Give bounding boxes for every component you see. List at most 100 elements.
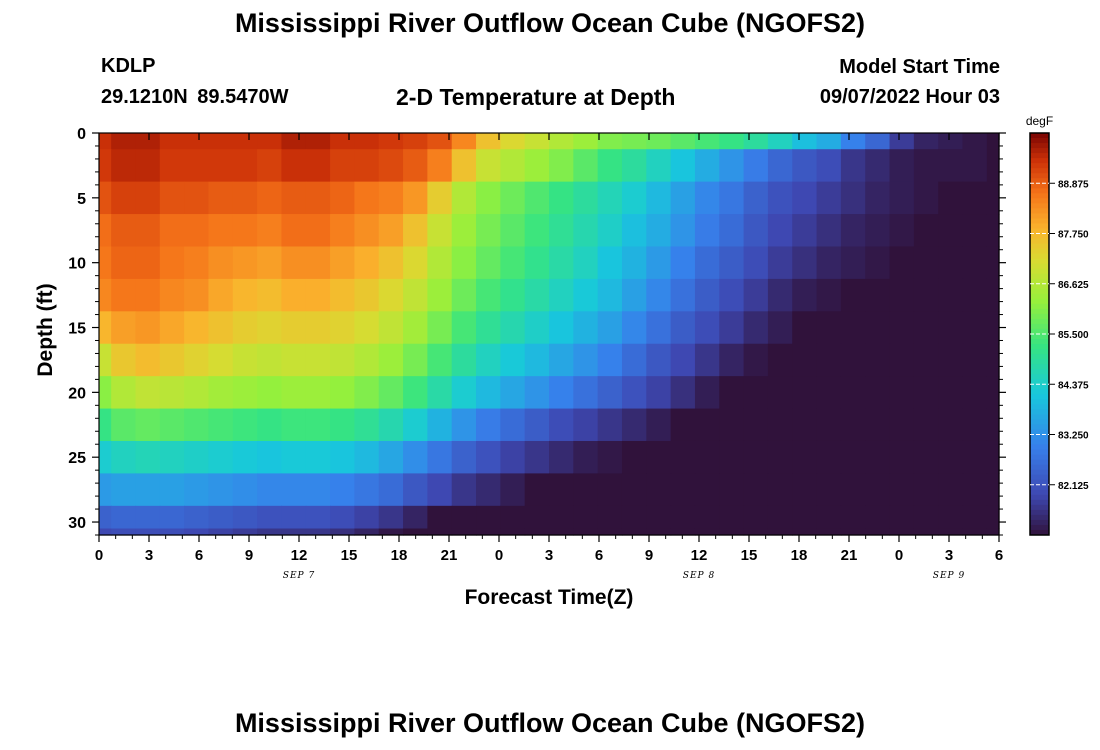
heatmap-cell [792, 149, 818, 183]
heatmap-cell [500, 376, 526, 410]
x-tick-label: 6 [195, 547, 203, 564]
heatmap-cell [378, 440, 404, 474]
heatmap-cell [962, 278, 988, 312]
heatmap-cell [621, 440, 647, 474]
heatmap-cell [597, 278, 623, 312]
heatmap-cell [281, 278, 307, 312]
heatmap-cell [646, 376, 672, 410]
plot-title: 2-D Temperature at Depth [396, 84, 676, 110]
colorbar-band [1030, 183, 1049, 189]
heatmap-cell [403, 278, 428, 312]
colorbar-band [1030, 178, 1049, 184]
heatmap-cell [743, 505, 769, 530]
heatmap-cell [646, 343, 672, 377]
heatmap-cell [135, 505, 161, 530]
heatmap-cell [500, 133, 526, 150]
heatmap-cell [670, 149, 696, 183]
heatmap-cell [792, 376, 818, 410]
heatmap-cell [792, 440, 818, 474]
heatmap-cell [549, 528, 574, 536]
heatmap-cell [184, 246, 210, 280]
heatmap-cell [621, 246, 647, 280]
heatmap-cell [840, 311, 866, 345]
heatmap-cell [99, 149, 112, 183]
heatmap-cell [816, 376, 842, 410]
heatmap-cell [767, 181, 793, 215]
colorbar-band [1030, 469, 1049, 476]
heatmap-cell [232, 149, 258, 183]
heatmap-cell [159, 343, 185, 377]
heatmap-cell [330, 214, 355, 248]
heatmap-cell [816, 440, 842, 474]
heatmap-cell [694, 311, 720, 345]
heatmap-cell [889, 133, 915, 150]
heatmap-cell [159, 505, 185, 530]
colorbar-band [1030, 499, 1049, 506]
heatmap-cell [257, 343, 283, 377]
heatmap-cell [99, 528, 112, 536]
heatmap-cell [694, 343, 720, 377]
y-tick-label: 0 [77, 126, 86, 143]
heatmap-cell [865, 343, 891, 377]
heatmap-cell [451, 408, 477, 442]
heatmap-cell [986, 214, 1000, 248]
heatmap-cell [816, 278, 842, 312]
heatmap-cell [427, 214, 453, 248]
heatmap-cell [500, 473, 526, 507]
heatmap-cell [865, 408, 891, 442]
colorbar-band [1030, 359, 1049, 365]
heatmap-cell [962, 473, 988, 507]
heatmap-cell [232, 408, 258, 442]
heatmap-cell [962, 214, 988, 248]
heatmap-cell [281, 181, 307, 215]
heatmap-cell [135, 408, 161, 442]
colorbar-band [1030, 163, 1049, 169]
heatmap-cell [500, 311, 526, 345]
heatmap-cell [792, 505, 818, 530]
heatmap-cell [427, 408, 453, 442]
heatmap-cell [451, 311, 477, 345]
x-tick-label: 0 [495, 547, 503, 564]
heatmap-cell [865, 528, 891, 536]
heatmap-cell [500, 181, 526, 215]
heatmap-cell [767, 343, 793, 377]
heatmap-cell [889, 214, 915, 248]
heatmap-cell [646, 311, 672, 345]
heatmap-cell [99, 343, 112, 377]
heatmap-cell [305, 473, 331, 507]
heatmap-cell [330, 440, 355, 474]
heatmap-cell [135, 440, 161, 474]
y-axis-title: Depth (ft) [34, 283, 57, 376]
x-axis: 0 3 6 9 12 15 18 21 0 3 6 9 12 15 18 21 0 3 6 SEP 7 SEP 8 SEP… [95, 133, 1003, 581]
heatmap-cell [840, 528, 866, 536]
heatmap-cell [597, 246, 623, 280]
colorbar-band [1030, 464, 1049, 471]
heatmap-cell [159, 181, 185, 215]
heatmap-cell [816, 181, 842, 215]
heatmap-cell [208, 278, 234, 312]
heatmap-cell [840, 246, 866, 280]
heatmap-cell [938, 214, 964, 248]
heatmap-cell [354, 440, 380, 474]
heatmap-cell [403, 214, 428, 248]
heatmap-cell [427, 440, 453, 474]
heatmap-cell [889, 311, 915, 345]
heatmap-cell [232, 440, 258, 474]
heatmap-cell [621, 311, 647, 345]
heatmap-cell [743, 278, 769, 312]
heatmap-cell [208, 376, 234, 410]
heatmap-cell [549, 278, 574, 312]
heatmap-cell [816, 311, 842, 345]
colorbar-band [1030, 369, 1049, 375]
heatmap-cell [111, 473, 137, 507]
heatmap-cell [476, 376, 501, 410]
heatmap-cell [913, 408, 939, 442]
heatmap-cell [159, 440, 185, 474]
heatmap-cell [281, 133, 307, 150]
heatmap-cell [330, 246, 355, 280]
heatmap-cell [865, 505, 891, 530]
heatmap-cell [378, 246, 404, 280]
heatmap-cell [670, 408, 696, 442]
heatmap-cell [257, 440, 283, 474]
heatmap-cell [938, 311, 964, 345]
